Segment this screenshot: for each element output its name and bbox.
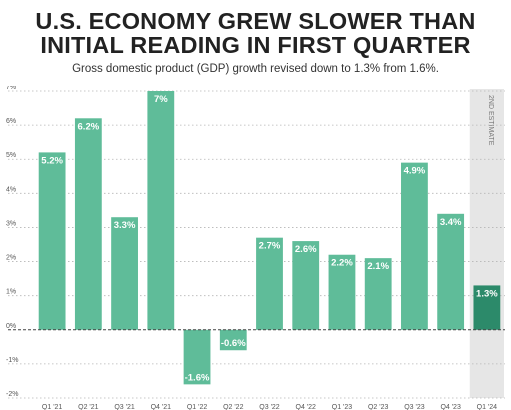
x-tick-label: Q3 '22 [259,404,280,410]
estimate-band [469,89,504,398]
bar-value-label: 5.2% [41,155,63,166]
x-tick-label: Q2 '23 [368,404,389,410]
title-line-2: INITIAL READING IN FIRST QUARTER [40,32,471,58]
y-tick-label: 3% [6,220,16,227]
bar-value-label: 1.3% [476,288,498,299]
y-tick-label: 0% [6,323,16,330]
title-line-1: U.S. ECONOMY GREW SLOWER THAN [35,8,476,34]
x-tick-label: Q2 '21 [78,404,99,410]
bar-value-label: -1.6% [185,372,210,383]
bar [328,254,356,330]
bar-value-label: 2.6% [295,244,317,255]
y-tick-label: 4% [6,186,16,193]
gdp-bar-chart: 2ND ESTIMATE -2% -1% 0% 1% 2% 3% 4% 5% 6% 7% 5.2% Q1… [6,86,505,410]
bar [364,258,392,330]
x-tick-label: Q1 '22 [187,404,208,410]
y-tick-label: 5% [6,152,16,159]
bar-value-label: 3.4% [440,217,462,228]
y-tick-label: -2% [6,391,18,398]
bar [437,213,465,330]
bar [292,241,320,330]
y-tick-label: 2% [6,255,16,262]
chart-title: U.S. ECONOMY GREW SLOWER THAN INITIAL RE… [0,0,511,57]
bar-value-label: 7% [154,94,168,105]
x-tick-label: Q4 '21 [151,404,172,410]
bar [111,217,138,330]
x-tick-label: Q3 '23 [404,404,425,410]
chart-area: 2ND ESTIMATE -2% -1% 0% 1% 2% 3% 4% 5% 6% 7% 5.2% Q1… [0,86,511,410]
bar [147,91,175,330]
y-tick-label: 6% [6,118,16,125]
x-tick-label: Q4 '23 [440,404,461,410]
bar-value-label: 2.7% [259,241,281,252]
chart-subtitle: Gross domestic product (GDP) growth revi… [72,63,439,75]
bar-value-label: -0.6% [221,338,246,349]
x-tick-label: Q3 '21 [114,404,135,410]
x-tick-label: Q1 '24 [477,404,498,410]
bar [256,237,283,330]
x-tick-label: Q2 '22 [223,404,244,410]
y-tick-label: -1% [6,357,18,364]
bar-value-label: 2.1% [367,261,389,272]
x-tick-label: Q1 '21 [42,404,63,410]
y-tick-label: 1% [6,289,16,296]
x-tick-label: Q1 '23 [332,404,353,410]
bar [38,152,66,330]
bar-value-label: 3.3% [114,220,136,231]
bar [401,162,428,330]
bar [183,329,211,385]
bar [473,285,501,330]
y-tick-label: 7% [6,86,16,91]
bar-value-label: 2.2% [331,258,353,269]
bar-value-label: 4.9% [404,166,426,177]
bar-value-label: 6.2% [78,121,100,132]
estimate-label: 2ND ESTIMATE [487,95,494,146]
bar [74,118,102,330]
x-tick-label: Q4 '22 [296,404,317,410]
bar [219,329,247,351]
